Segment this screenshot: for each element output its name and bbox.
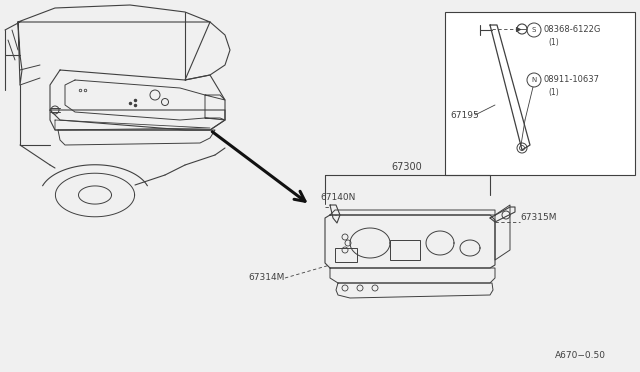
Text: N: N	[531, 77, 536, 83]
Bar	[390, 240, 420, 260]
Text: (1): (1)	[548, 38, 559, 46]
Text: 67140N: 67140N	[320, 193, 355, 202]
Text: 08911-10637: 08911-10637	[543, 76, 599, 84]
Text: S: S	[532, 27, 536, 33]
Text: 67314M: 67314M	[248, 273, 285, 282]
Bar	[445, 12, 635, 175]
Text: 67300: 67300	[392, 162, 422, 172]
Bar	[335, 248, 357, 262]
Text: 67315M: 67315M	[520, 214, 557, 222]
Text: 67195: 67195	[450, 110, 479, 119]
Text: A670−0.50: A670−0.50	[555, 350, 606, 359]
Text: (1): (1)	[548, 87, 559, 96]
Text: 08368-6122G: 08368-6122G	[543, 26, 600, 35]
